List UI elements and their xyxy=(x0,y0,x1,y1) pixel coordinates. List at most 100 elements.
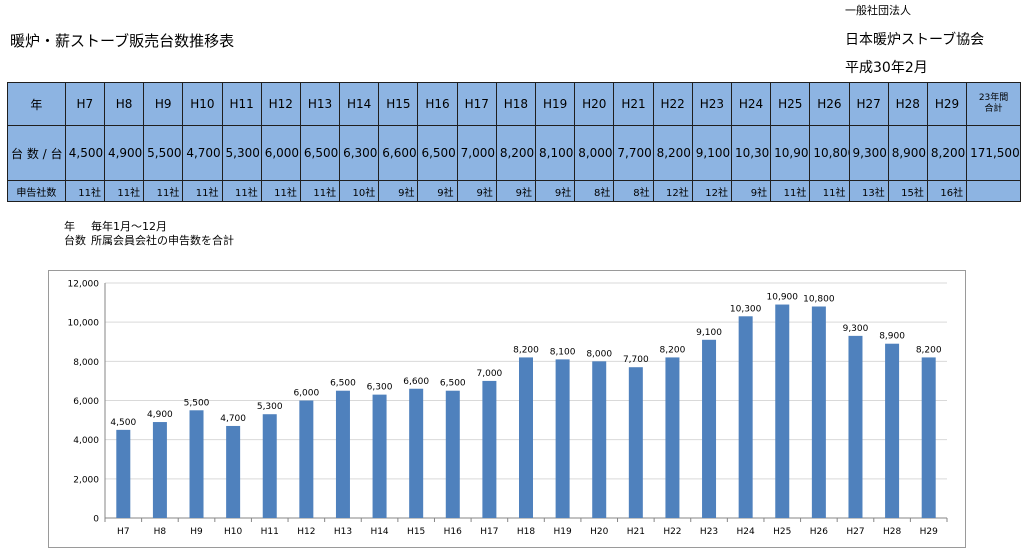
units-cell: 8,200 xyxy=(652,125,693,181)
bar xyxy=(299,400,314,518)
total-label-line2: 合計 xyxy=(984,104,1003,114)
companies-header-label: 申告社数 xyxy=(7,180,66,202)
units-cell: 8,900 xyxy=(887,125,928,181)
bar-data-label: 10,900 xyxy=(767,293,799,303)
companies-cell: 15社 xyxy=(887,180,928,202)
units-cell: 6,300 xyxy=(339,125,380,181)
year-cell: H29 xyxy=(926,82,968,126)
units-header-label: 台 数 / 台 xyxy=(7,125,66,181)
org-type: 一般社団法人 xyxy=(845,4,911,17)
bar-data-label: 7,000 xyxy=(477,369,503,379)
year-cell: H28 xyxy=(887,82,928,126)
bar xyxy=(665,357,680,518)
note-key: 年 xyxy=(64,220,75,233)
year-cell: H14 xyxy=(339,82,380,126)
x-tick-label: H29 xyxy=(920,527,938,537)
x-tick-label: H27 xyxy=(846,527,864,537)
bar-data-label: 8,200 xyxy=(513,345,539,355)
units-cell: 4,900 xyxy=(103,125,145,181)
note-text: 毎年1月～12月 xyxy=(91,220,167,233)
companies-cell: 11社 xyxy=(103,180,145,202)
units-cell: 8,200 xyxy=(926,125,968,181)
bar xyxy=(885,343,900,518)
companies-cell: 9社 xyxy=(535,180,576,202)
companies-row: 申告社数 11社 11社 11社 11社 11社 11社 11社 10社 9社 9社 9社 9社 9社 8社… xyxy=(7,180,1021,202)
year-cell: H19 xyxy=(535,82,576,126)
bar-data-label: 10,300 xyxy=(730,304,762,314)
bar-data-label: 8,200 xyxy=(916,345,942,355)
x-tick-label: H20 xyxy=(590,527,608,537)
bar xyxy=(482,380,497,518)
note-text: 所属会員会社の申告数を合計 xyxy=(91,234,234,247)
units-cell: 8,000 xyxy=(574,125,615,181)
units-cell: 6,500 xyxy=(417,125,458,181)
bar xyxy=(226,425,241,518)
bar-data-label: 8,900 xyxy=(879,332,905,342)
companies-cell: 9社 xyxy=(456,180,497,202)
year-cell: H12 xyxy=(260,82,301,126)
companies-cell: 13社 xyxy=(848,180,889,202)
units-cell: 10,900 xyxy=(770,125,811,181)
bar xyxy=(592,361,607,518)
units-cell: 5,300 xyxy=(221,125,262,181)
x-tick-label: H25 xyxy=(773,527,791,537)
bar xyxy=(811,306,826,518)
bar xyxy=(189,410,204,518)
bar-data-label: 9,300 xyxy=(843,324,869,334)
bar xyxy=(335,390,350,518)
units-cell: 4,500 xyxy=(64,125,105,181)
x-tick-label: H22 xyxy=(663,527,681,537)
year-cell: H7 xyxy=(64,82,105,126)
x-tick-label: H13 xyxy=(334,527,352,537)
bar-data-label: 7,700 xyxy=(623,355,649,365)
companies-cell: 11社 xyxy=(809,180,850,202)
note-units: 台数 所属会員会社の申告数を合計 xyxy=(64,232,234,248)
companies-cell: 10社 xyxy=(339,180,380,202)
total-units-cell: 171,500 xyxy=(966,125,1021,181)
bar xyxy=(702,339,717,518)
x-tick-label: H16 xyxy=(444,527,462,537)
bar-data-label: 6,500 xyxy=(330,379,356,389)
note-year: 年 毎年1月～12月 xyxy=(64,218,167,234)
bar xyxy=(555,359,570,518)
companies-cell: 11社 xyxy=(143,180,184,202)
companies-cell: 11社 xyxy=(182,180,223,202)
bar xyxy=(409,388,424,518)
year-header-label: 年 xyxy=(7,82,66,126)
year-cell: H9 xyxy=(143,82,184,126)
total-companies-cell xyxy=(966,180,1021,202)
y-tick-label: 4,000 xyxy=(73,436,99,446)
companies-cell: 8社 xyxy=(613,180,654,202)
companies-cell: 9社 xyxy=(378,180,419,202)
bar xyxy=(445,390,460,518)
x-tick-label: H10 xyxy=(224,527,242,537)
bar-data-label: 6,600 xyxy=(403,377,429,387)
units-cell: 8,200 xyxy=(495,125,537,181)
units-cell: 9,100 xyxy=(691,125,732,181)
bar-data-label: 6,000 xyxy=(293,389,319,399)
year-cell: H18 xyxy=(495,82,537,126)
units-cell: 9,300 xyxy=(848,125,889,181)
x-tick-label: H9 xyxy=(190,527,203,537)
total-header-cell: 23年間 合計 xyxy=(966,82,1021,126)
companies-cell: 11社 xyxy=(260,180,301,202)
x-tick-label: H15 xyxy=(407,527,425,537)
publish-date: 平成30年2月 xyxy=(845,60,928,76)
bar-data-label: 4,500 xyxy=(110,418,136,428)
bar xyxy=(628,367,643,518)
companies-cell: 9社 xyxy=(417,180,458,202)
x-tick-label: H23 xyxy=(700,527,718,537)
page-title: 暖炉・薪ストーブ販売台数推移表 xyxy=(10,32,235,50)
sales-table: 年 H7 H8 H9 H10 H11 H12 H13 H14 H15 H16 H17 H18 H19 H20… xyxy=(7,82,1021,202)
bar-data-label: 5,300 xyxy=(257,402,283,412)
bar-data-label: 4,900 xyxy=(147,410,173,420)
companies-cell: 11社 xyxy=(770,180,811,202)
x-tick-label: H24 xyxy=(737,527,755,537)
x-tick-label: H28 xyxy=(883,527,901,537)
year-cell: H13 xyxy=(299,82,341,126)
units-cell: 10,800 xyxy=(809,125,850,181)
bar xyxy=(372,394,387,518)
bar-data-label: 9,100 xyxy=(696,328,722,338)
x-tick-label: H8 xyxy=(154,527,167,537)
bar xyxy=(116,429,131,518)
